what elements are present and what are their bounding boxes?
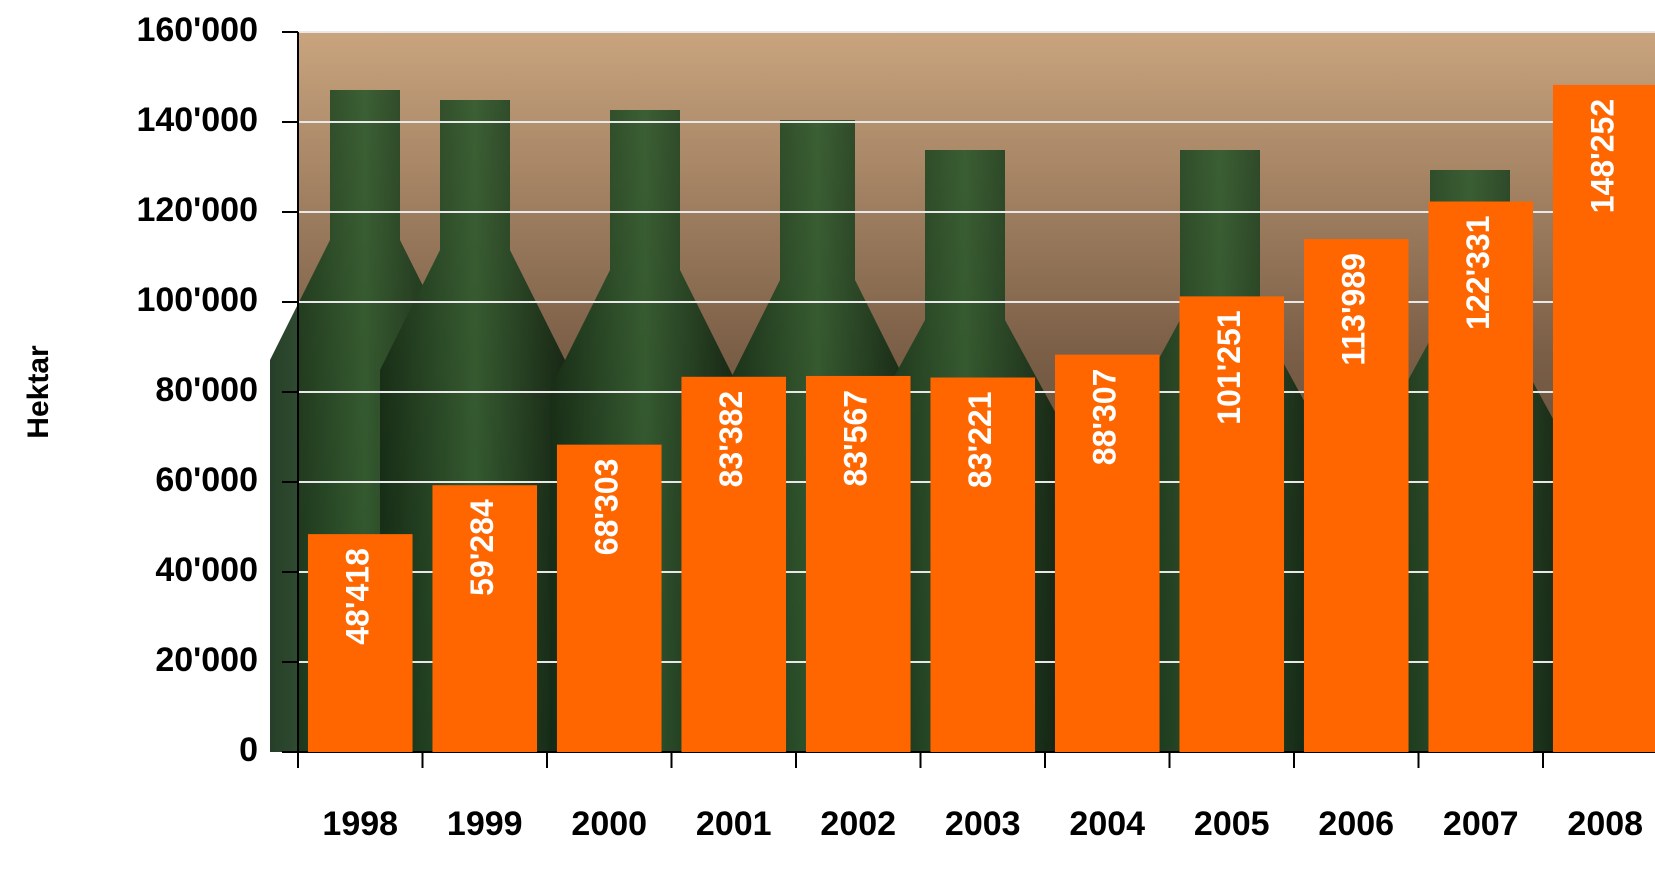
value-label: 83'221 (962, 392, 998, 489)
bar (1428, 201, 1534, 752)
x-tick-label: 2004 (1069, 805, 1145, 843)
y-tick-label: 60'000 (155, 461, 258, 499)
bar (556, 444, 662, 752)
value-label: 48'418 (340, 548, 376, 645)
bar (681, 376, 787, 752)
y-tick-label: 20'000 (155, 641, 258, 679)
x-tick-label: 2007 (1443, 805, 1519, 843)
value-label: 68'303 (589, 459, 625, 556)
bar (1179, 296, 1285, 752)
value-label: 83'382 (713, 391, 749, 488)
y-tick-label: 160'000 (136, 11, 258, 49)
value-label: 122'331 (1460, 216, 1496, 330)
x-tick-label: 2000 (571, 805, 647, 843)
y-axis-title: Hektar (22, 345, 55, 439)
bar (1303, 239, 1409, 752)
x-tick-label: 2006 (1318, 805, 1394, 843)
value-label: 83'567 (838, 390, 874, 487)
bar (930, 377, 1036, 752)
bar (1552, 84, 1655, 753)
x-tick-label: 1998 (322, 805, 398, 843)
value-label: 59'284 (464, 499, 500, 596)
value-label: 148'252 (1585, 99, 1621, 213)
bar (432, 485, 538, 752)
x-tick-label: 2008 (1567, 805, 1643, 843)
bar (805, 375, 911, 752)
x-tick-label: 2003 (945, 805, 1021, 843)
x-tick-label: 1999 (447, 805, 523, 843)
x-tick-label: 2001 (696, 805, 772, 843)
bar (1054, 354, 1160, 752)
x-tick-label: 2002 (820, 805, 896, 843)
y-tick-label: 40'000 (155, 551, 258, 589)
value-label: 113'989 (1336, 253, 1372, 366)
y-tick-label: 0 (239, 731, 258, 769)
bar (307, 534, 413, 752)
y-tick-label: 120'000 (136, 191, 258, 229)
value-label: 88'307 (1087, 369, 1123, 466)
y-tick-label: 80'000 (155, 371, 258, 409)
y-tick-label: 140'000 (136, 101, 258, 139)
y-tick-label: 100'000 (136, 281, 258, 319)
x-tick-label: 2005 (1194, 805, 1270, 843)
value-label: 101'251 (1211, 310, 1247, 424)
